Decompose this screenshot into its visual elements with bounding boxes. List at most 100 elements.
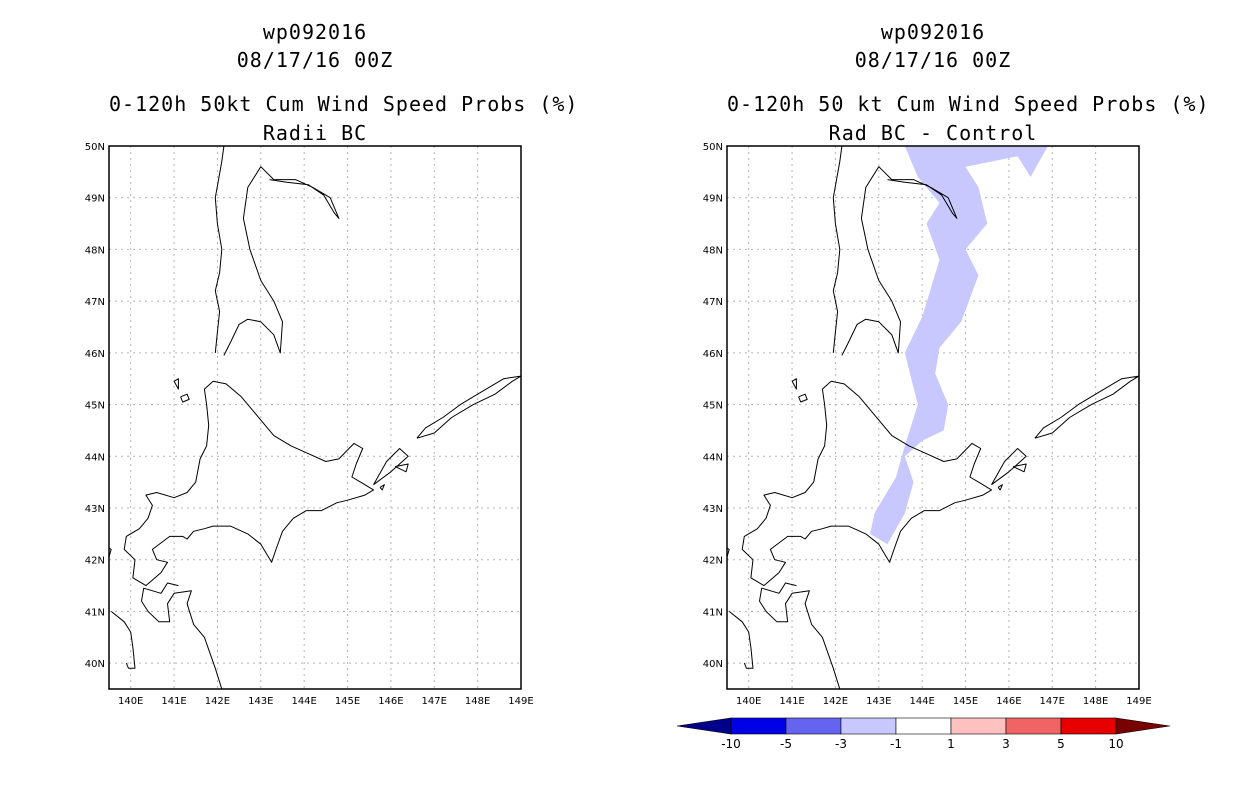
coastline — [394, 463, 409, 473]
right-shading — [870, 146, 1048, 545]
right-title-sub: Rad BC - Control — [828, 121, 1038, 145]
coastline — [373, 448, 409, 486]
colorbar-segment — [840, 717, 897, 735]
y-tick-label: 42N — [703, 556, 723, 567]
x-tick-label: 149E — [508, 696, 533, 707]
x-tick-label: 149E — [1126, 696, 1151, 707]
coastline — [759, 582, 841, 689]
y-tick-label: 42N — [85, 556, 105, 567]
x-tick-label: 142E — [205, 696, 230, 707]
coastline — [379, 484, 385, 491]
x-tick-label: 143E — [248, 696, 273, 707]
colorbar-segment — [1005, 717, 1062, 735]
coastline — [173, 378, 179, 390]
x-tick-label: 141E — [779, 696, 804, 707]
y-tick-label: 47N — [703, 297, 723, 308]
coastline — [1012, 463, 1027, 473]
x-tick-label: 148E — [465, 696, 490, 707]
coastline — [141, 582, 223, 689]
coastline — [798, 393, 808, 403]
y-tick-label: 40N — [85, 659, 105, 670]
right-axis-ticks: 140E 141E 142E 143E 144E 145E 146E 147E 148E 149E… — [703, 142, 1152, 707]
coastline — [832, 146, 843, 353]
x-tick-label: 143E — [866, 696, 891, 707]
colorbar-label: 3 — [1002, 737, 1010, 751]
coastline — [223, 166, 340, 356]
y-tick-label: 45N — [85, 401, 105, 412]
colorbar-label: 5 — [1057, 737, 1065, 751]
coastline — [214, 146, 225, 353]
left-title-date: 08/17/16 00Z — [236, 48, 394, 72]
y-tick-label: 41N — [703, 607, 723, 618]
x-tick-label: 145E — [335, 696, 360, 707]
y-tick-label: 43N — [85, 504, 105, 515]
right-coastlines — [727, 146, 1139, 689]
colorbar-segment — [950, 717, 1007, 735]
y-tick-label: 41N — [85, 607, 105, 618]
coastline — [991, 448, 1027, 486]
x-tick-label: 148E — [1083, 696, 1108, 707]
coastline — [109, 547, 112, 558]
coastline — [741, 380, 992, 587]
x-tick-label: 140E — [118, 696, 143, 707]
colorbar-label: -1 — [890, 737, 902, 751]
coastline — [1034, 375, 1139, 439]
colorbar-segment — [676, 717, 732, 735]
colorbar-label: 10 — [1108, 737, 1123, 751]
coastline — [791, 378, 797, 390]
x-tick-label: 141E — [161, 696, 186, 707]
y-tick-label: 40N — [703, 659, 723, 670]
colorbar-label: 1 — [947, 737, 955, 751]
y-tick-label: 50N — [85, 142, 105, 153]
y-tick-label: 49N — [85, 194, 105, 205]
y-tick-label: 46N — [85, 349, 105, 360]
y-tick-label: 48N — [703, 245, 723, 256]
y-tick-label: 46N — [703, 349, 723, 360]
x-tick-label: 140E — [736, 696, 761, 707]
y-tick-label: 43N — [703, 504, 723, 515]
x-tick-label: 144E — [909, 696, 934, 707]
shaded-region — [870, 146, 1048, 545]
y-tick-label: 49N — [703, 194, 723, 205]
coastline — [997, 484, 1003, 491]
left-map-frame — [108, 145, 522, 690]
x-tick-label: 145E — [953, 696, 978, 707]
colorbar-segment — [1060, 717, 1117, 735]
right-title-product: 0-120h 50 kt Cum Wind Speed Probs (%) — [727, 92, 1210, 116]
y-tick-label: 50N — [703, 142, 723, 153]
right-title-storm: wp092016 — [880, 20, 986, 44]
y-tick-label: 47N — [85, 297, 105, 308]
left-map: 140E 141E 142E 143E 144E 145E 146E 147E 148E 149E… — [85, 142, 534, 707]
y-tick-label: 44N — [703, 452, 723, 463]
colorbar-label: -5 — [780, 737, 792, 751]
left-gridlines — [109, 146, 521, 689]
colorbar-segment — [785, 717, 842, 735]
x-tick-label: 146E — [996, 696, 1021, 707]
x-tick-label: 146E — [378, 696, 403, 707]
left-title-product: 0-120h 50kt Cum Wind Speed Probs (%) — [109, 92, 579, 116]
x-tick-label: 147E — [422, 696, 447, 707]
coastline — [180, 393, 190, 403]
x-tick-label: 144E — [291, 696, 316, 707]
colorbar-label: -10 — [721, 737, 741, 751]
left-coastlines — [109, 146, 521, 689]
coastline — [110, 611, 136, 669]
left-axis-ticks: 140E 141E 142E 143E 144E 145E 146E 147E 148E 149E… — [85, 142, 534, 707]
coastline — [123, 380, 374, 587]
left-title-storm: wp092016 — [262, 20, 368, 44]
colorbar-segment — [895, 717, 952, 735]
colorbar-segment — [730, 717, 787, 735]
right-map-frame — [726, 145, 1140, 690]
coastline — [841, 166, 958, 356]
x-tick-label: 142E — [823, 696, 848, 707]
colorbar-label: -3 — [835, 737, 847, 751]
x-tick-label: 147E — [1040, 696, 1065, 707]
right-map: 140E 141E 142E 143E 144E 145E 146E 147E 148E 149E… — [703, 142, 1152, 707]
coastline — [728, 611, 754, 669]
y-tick-label: 44N — [85, 452, 105, 463]
coastline — [727, 547, 730, 558]
y-tick-label: 48N — [85, 245, 105, 256]
coastline — [416, 375, 521, 439]
colorbar: -10 -5 -3 -1 1 3 5 10 — [676, 717, 1171, 751]
